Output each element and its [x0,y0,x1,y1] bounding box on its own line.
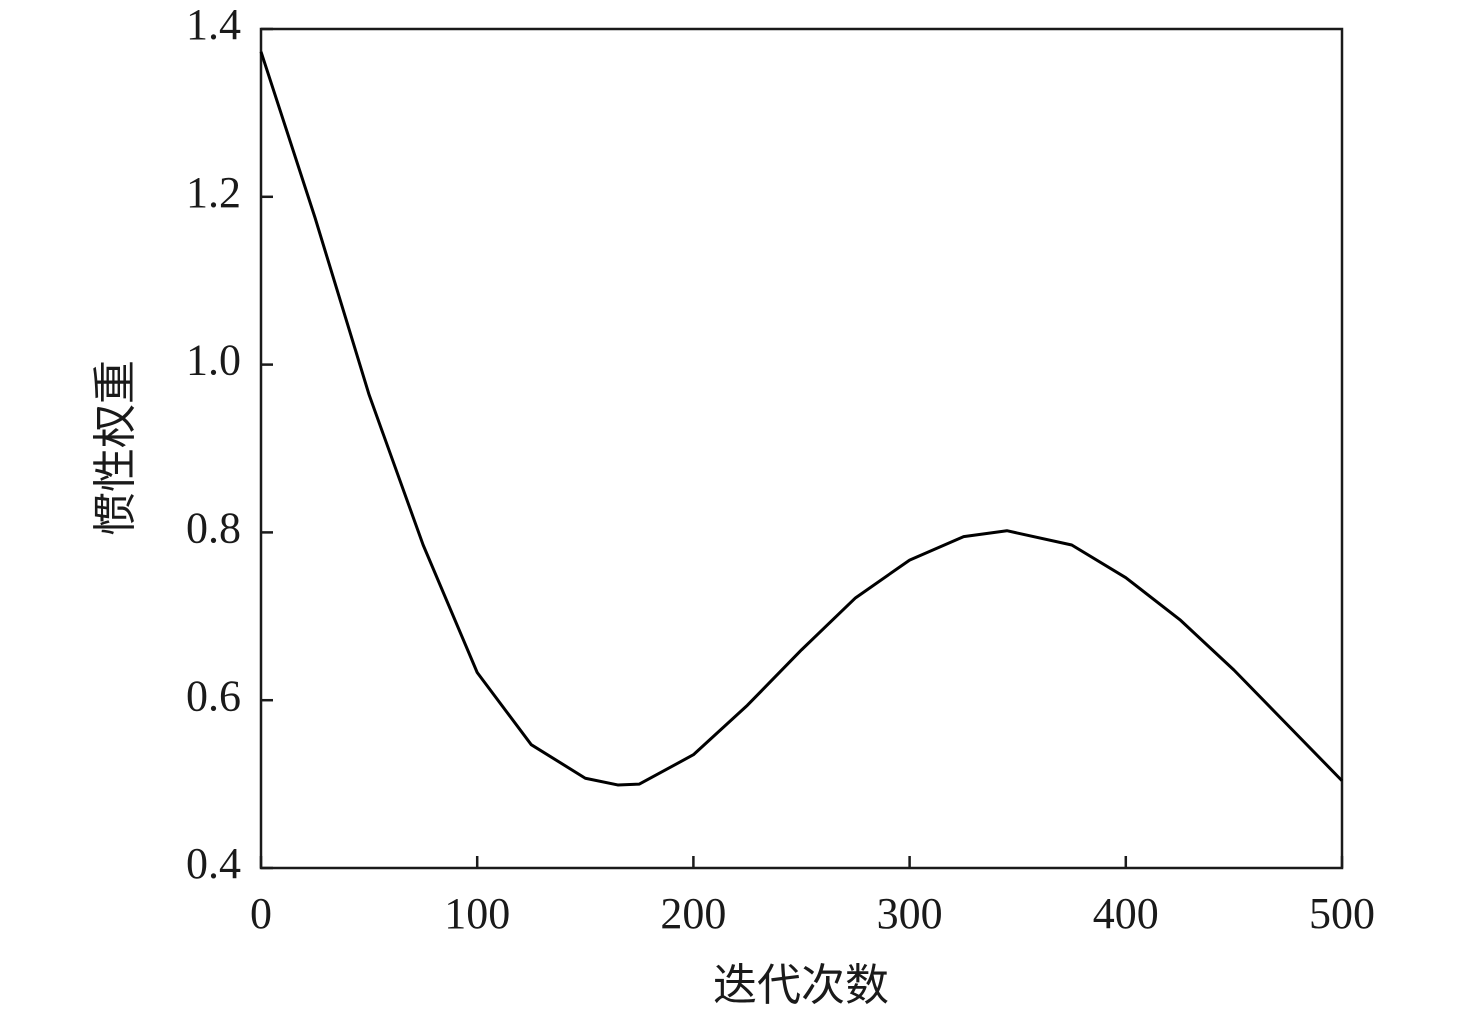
y-tick-label: 0.6 [186,671,241,720]
y-tick-label: 1.2 [186,168,241,217]
y-tick-label: 0.4 [186,839,241,888]
y-tick-label: 1.4 [186,0,241,49]
x-tick-label: 100 [444,889,510,938]
y-tick-label: 1.0 [186,336,241,385]
x-tick-label: 500 [1309,889,1375,938]
line-series [259,51,1344,787]
plot-frame [259,27,1344,870]
x-axis-label: 迭代次数 [713,961,889,1010]
x-tick-label: 300 [877,889,943,938]
x-tick-label: 200 [660,889,726,938]
y-tick-label: 0.8 [186,503,241,552]
x-tick-label: 0 [250,889,272,938]
x-tick-label: 400 [1093,889,1159,938]
y-axis-label: 惯性权重 [91,360,140,536]
